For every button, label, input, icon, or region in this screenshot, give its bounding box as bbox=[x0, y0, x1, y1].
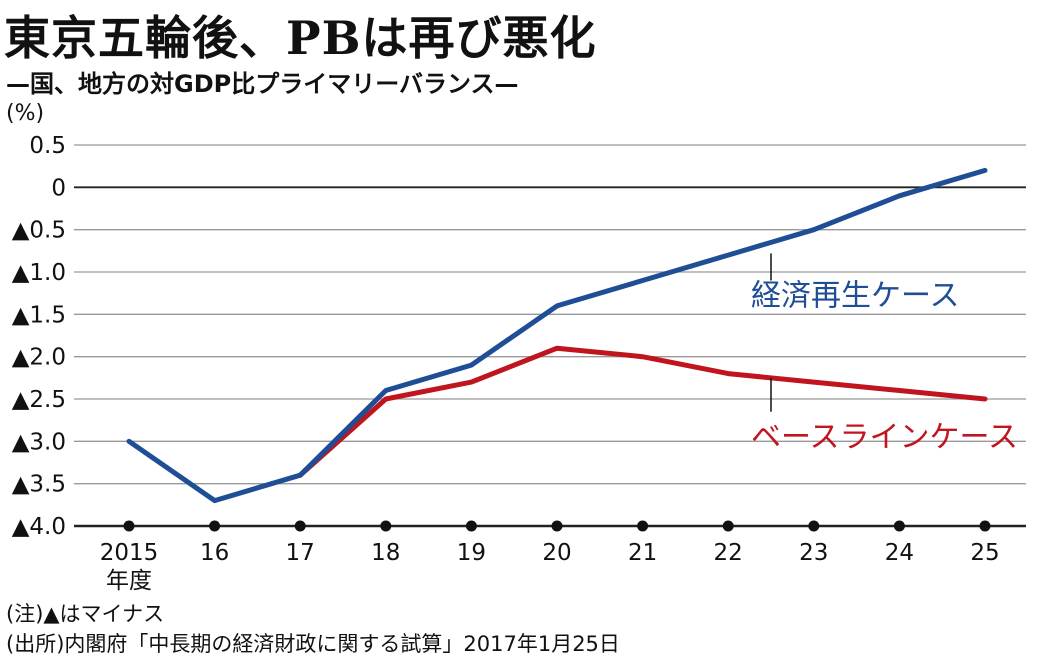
y-tick-label: ▲3.5 bbox=[12, 472, 66, 498]
x-axis-dot bbox=[123, 520, 135, 532]
x-axis-dot bbox=[893, 520, 905, 532]
y-tick-label: ▲1.5 bbox=[12, 302, 66, 328]
chart-plot: 0.5 0 ▲0.5 ▲1.0 ▲1.5 ▲2.0 ▲2.5 ▲3.0 ▲3.5 ▲4.0 2015… bbox=[12, 133, 1026, 594]
x-tick-label: 18 bbox=[371, 540, 400, 566]
x-axis-dot bbox=[209, 520, 221, 532]
y-axis-unit: (%) bbox=[6, 101, 45, 126]
y-tick-label: ▲1.0 bbox=[12, 260, 66, 286]
y-tick-label: 0.5 bbox=[29, 133, 66, 159]
chart-title: 東京五輪後、PBは再び悪化 bbox=[4, 11, 597, 65]
source-note: (出所)内閣府「中長期の経済財政に関する試算」2017年1月25日 bbox=[6, 632, 620, 656]
x-axis-dot bbox=[722, 520, 734, 532]
x-tick-label: 25 bbox=[970, 540, 999, 566]
x-axis-dot bbox=[979, 520, 991, 532]
x-tick-label: 2015 bbox=[100, 540, 159, 566]
y-tick-label: ▲2.5 bbox=[12, 387, 66, 413]
x-axis-dot bbox=[637, 520, 649, 532]
x-tick-label: 21 bbox=[628, 540, 657, 566]
series-line-revival bbox=[126, 167, 988, 504]
x-axis-dot bbox=[551, 520, 563, 532]
x-tick-sublabel: 年度 bbox=[106, 568, 152, 594]
x-tick-label: 16 bbox=[200, 540, 229, 566]
x-tick-label: 20 bbox=[542, 540, 571, 566]
x-tick-label: 17 bbox=[286, 540, 315, 566]
x-tick-label: 23 bbox=[799, 540, 828, 566]
x-axis-dot bbox=[808, 520, 820, 532]
y-tick-label: ▲3.0 bbox=[12, 429, 66, 455]
y-tick-label: 0 bbox=[51, 175, 66, 201]
y-tick-label: ▲4.0 bbox=[12, 514, 66, 540]
x-tick-label: 22 bbox=[714, 540, 743, 566]
series-line-baseline bbox=[297, 345, 988, 478]
y-tick-label: ▲0.5 bbox=[12, 218, 66, 244]
series-label-revival: 経済再生ケース bbox=[751, 279, 960, 314]
y-tick-label: ▲2.0 bbox=[12, 345, 66, 371]
x-tick-label: 24 bbox=[885, 540, 914, 566]
note-minus: (注)▲はマイナス bbox=[6, 602, 165, 626]
x-axis-dot bbox=[294, 520, 306, 532]
chart-subtitle: —国、地方の対GDP比プライマリーバランス— bbox=[6, 70, 519, 98]
series-label-baseline: ベースラインケース bbox=[751, 420, 1018, 455]
x-tick-label: 19 bbox=[457, 540, 486, 566]
x-axis-dot bbox=[465, 520, 477, 532]
x-axis-dot bbox=[380, 520, 392, 532]
